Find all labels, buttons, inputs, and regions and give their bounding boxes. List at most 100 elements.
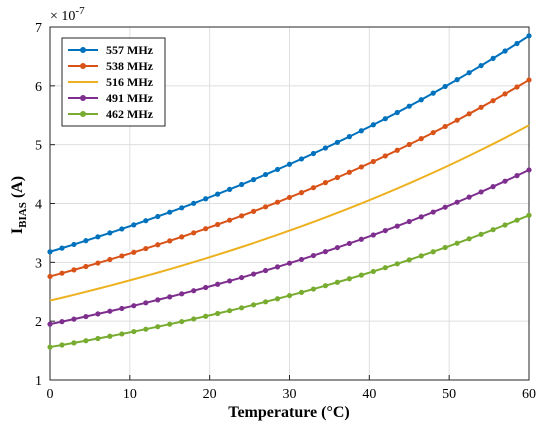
data-point <box>466 111 472 117</box>
data-point <box>370 268 376 275</box>
data-point <box>155 242 161 248</box>
data-point <box>298 289 305 295</box>
data-point <box>346 240 352 247</box>
data-point <box>502 48 508 54</box>
data-point <box>310 150 317 157</box>
data-point <box>83 238 89 244</box>
y-tick-label: 7 <box>35 21 42 36</box>
x-tick-label: 30 <box>283 387 297 402</box>
y-tick-label: 2 <box>35 315 42 330</box>
data-point <box>179 291 185 297</box>
data-point <box>502 178 508 184</box>
data-point <box>466 194 472 200</box>
data-point <box>47 273 53 280</box>
data-point <box>514 40 520 47</box>
legend-marker <box>80 63 86 69</box>
legend-label: 516 MHz <box>106 75 154 89</box>
data-point <box>454 77 460 83</box>
series-4 <box>47 212 532 350</box>
data-point <box>430 90 436 96</box>
legend-label: 557 MHz <box>106 43 154 57</box>
data-point <box>322 283 329 289</box>
data-point <box>454 199 460 205</box>
data-point <box>71 316 77 322</box>
data-point <box>370 232 376 238</box>
data-point <box>406 141 412 148</box>
data-point <box>274 264 281 270</box>
data-point <box>203 226 209 232</box>
data-point <box>286 260 293 266</box>
data-point <box>370 122 376 128</box>
data-point <box>250 177 257 183</box>
data-point <box>394 109 400 116</box>
data-point <box>322 249 329 255</box>
data-point <box>179 234 185 240</box>
y-tick-label: 5 <box>35 139 42 154</box>
data-point <box>262 267 269 274</box>
data-point <box>227 217 233 223</box>
data-point <box>59 270 65 276</box>
data-point <box>107 230 113 236</box>
data-point <box>382 116 388 122</box>
data-point <box>155 297 161 303</box>
data-point <box>167 238 173 244</box>
series-2 <box>49 124 530 302</box>
data-point <box>358 128 364 134</box>
data-point <box>454 117 460 123</box>
data-point <box>191 230 197 236</box>
data-point <box>310 286 317 292</box>
data-point <box>454 240 460 246</box>
y-axis-label: IBIAS (A) <box>9 176 29 234</box>
x-axis-label: Temperature (°C) <box>228 404 349 421</box>
data-point <box>442 204 448 210</box>
data-point <box>406 218 412 225</box>
data-point <box>286 194 293 201</box>
x-tick-label: 40 <box>362 387 376 402</box>
data-point <box>239 305 245 311</box>
data-point <box>215 221 221 228</box>
data-point <box>526 33 532 39</box>
data-point <box>334 244 340 251</box>
data-point <box>502 91 508 97</box>
data-point <box>95 234 101 240</box>
data-point <box>298 256 305 263</box>
data-point <box>143 300 149 306</box>
data-point <box>95 260 101 266</box>
data-point <box>358 236 364 242</box>
data-point <box>514 217 520 223</box>
data-point <box>286 161 293 167</box>
data-point <box>95 335 101 342</box>
legend-marker <box>80 111 86 117</box>
data-point <box>382 265 388 271</box>
y-tick-label: 3 <box>35 256 42 271</box>
y-axis-label-main: I <box>9 228 26 234</box>
data-point <box>478 62 484 69</box>
data-point <box>310 252 317 259</box>
data-point <box>167 294 173 300</box>
series-line <box>49 124 530 302</box>
legend-item: 557 MHz <box>68 43 154 57</box>
data-point <box>514 173 520 179</box>
data-point <box>215 310 221 317</box>
legend-item: 538 MHz <box>68 59 154 73</box>
data-point <box>191 288 197 294</box>
x-tick-label: 10 <box>123 387 137 402</box>
series-0 <box>47 33 532 255</box>
data-point <box>215 281 221 287</box>
data-point <box>526 77 532 83</box>
data-point <box>167 321 173 327</box>
data-point <box>250 271 257 277</box>
data-point <box>442 123 448 130</box>
data-point <box>143 218 149 224</box>
y-axis-label-sub: BIAS <box>17 202 29 228</box>
data-point <box>346 134 352 140</box>
legend-label: 538 MHz <box>106 59 154 73</box>
data-point <box>179 205 185 211</box>
data-point <box>143 326 149 332</box>
data-point <box>430 129 436 136</box>
data-point <box>322 145 329 151</box>
data-point <box>442 244 448 251</box>
data-point <box>382 153 388 159</box>
data-point <box>502 222 508 228</box>
